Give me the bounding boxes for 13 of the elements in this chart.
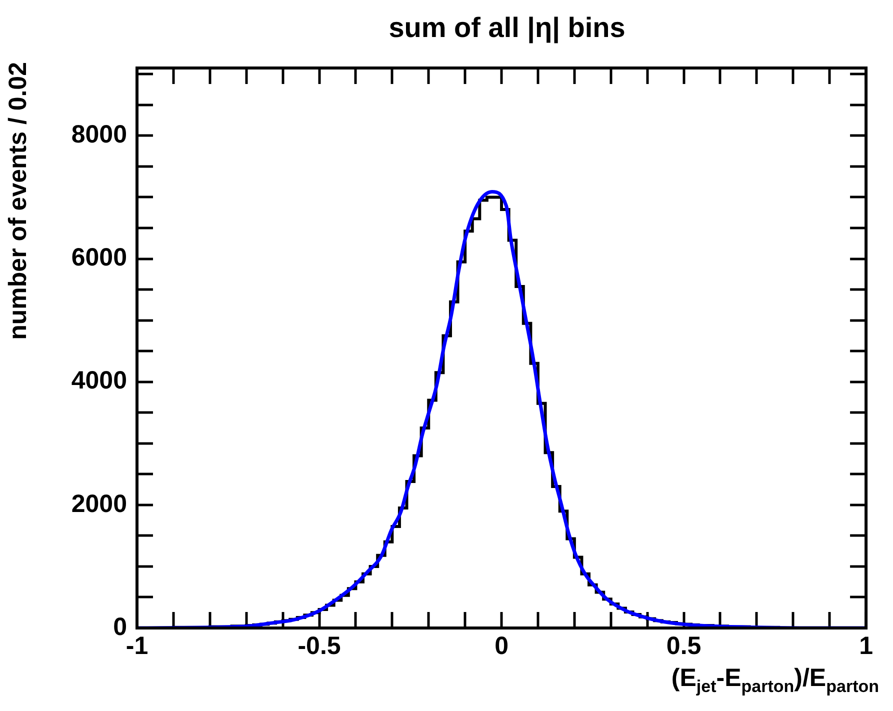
x-tick-label: -0.5 bbox=[298, 632, 341, 660]
x-tick-label: 0 bbox=[494, 632, 508, 660]
y-tick-label: 8000 bbox=[71, 120, 127, 149]
chart-title: sum of all |η| bins bbox=[388, 12, 626, 44]
y-axis-title: number of events / 0.02 bbox=[4, 62, 33, 342]
x-tick-label: 1 bbox=[859, 632, 874, 660]
x-tick-label: -1 bbox=[126, 632, 148, 660]
y-tick-label: 0 bbox=[113, 612, 127, 641]
y-tick-label: 4000 bbox=[71, 366, 127, 395]
x-axis-title: (E$_{jet}$-E$_{parton}$)/E$_{parton}$ bbox=[671, 664, 879, 697]
y-tick-label: 2000 bbox=[71, 490, 127, 518]
x-tick-label: 0.5 bbox=[666, 632, 702, 660]
y-tick-label: 6000 bbox=[71, 244, 127, 272]
